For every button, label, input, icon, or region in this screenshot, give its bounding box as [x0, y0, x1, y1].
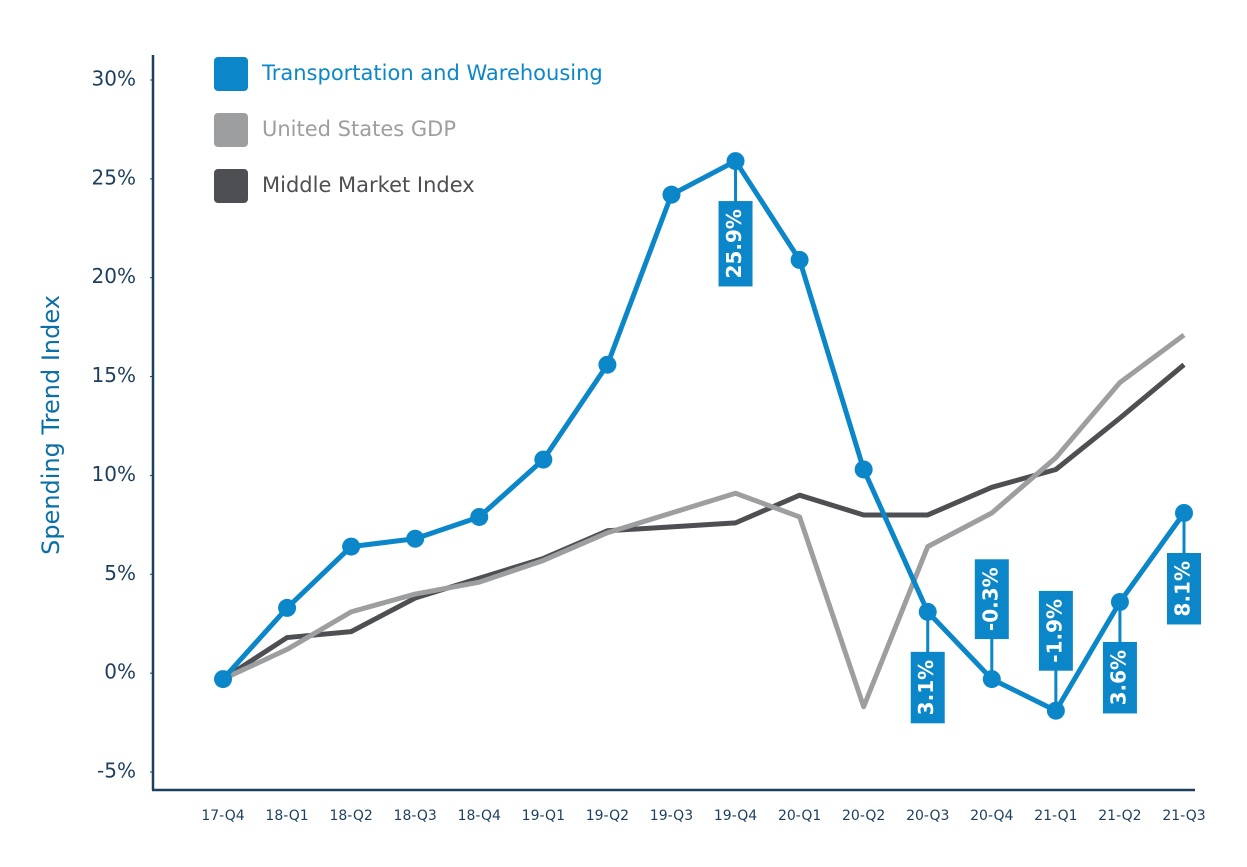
y-tick-label: 10%: [92, 462, 136, 486]
x-tick-label: 20-Q2: [842, 808, 885, 824]
point: [854, 460, 873, 479]
point: [470, 507, 489, 526]
y-tick-label: 5%: [104, 561, 136, 585]
data-label-group: 25.9%: [718, 161, 753, 287]
data-label: 3.6%: [1106, 650, 1130, 705]
data-label-group: 3.1%: [910, 611, 945, 724]
data-label: 25.9%: [722, 209, 746, 278]
data-label-group: -1.9%: [1038, 590, 1073, 711]
point: [534, 450, 553, 469]
x-tick-label: 20-Q4: [970, 808, 1013, 824]
y-tick-label: 20%: [92, 264, 136, 288]
data-label: 8.1%: [1171, 561, 1195, 616]
x-tick-label: 17-Q4: [201, 808, 244, 824]
x-tick-label: 20-Q3: [906, 808, 949, 824]
x-tick-label: 21-Q2: [1098, 808, 1141, 824]
data-label: 3.1%: [914, 660, 938, 715]
x-tick-label: 18-Q1: [265, 808, 308, 824]
point: [342, 537, 361, 556]
y-tick-label: -5%: [97, 759, 136, 783]
point: [662, 185, 681, 204]
data-label-group: 8.1%: [1167, 512, 1201, 625]
point: [278, 598, 297, 617]
legend-label: Transportation and Warehousing: [261, 61, 603, 85]
label-box: [1167, 552, 1201, 625]
x-tick-label: 19-Q3: [650, 808, 693, 824]
label-box: [1038, 590, 1073, 671]
series-line: [221, 333, 1186, 710]
x-tick-label: 19-Q1: [522, 808, 565, 824]
y-axis-label: Spending Trend Index: [37, 295, 65, 555]
x-tick-label: 18-Q3: [394, 808, 437, 824]
point: [406, 529, 425, 548]
series-line: [221, 362, 1186, 682]
y-tick-label: 30%: [92, 67, 136, 91]
label-box: [974, 559, 1009, 640]
y-tick-label: 25%: [92, 165, 136, 189]
data-label: -1.9%: [1042, 599, 1066, 663]
data-label: -0.3%: [978, 567, 1002, 631]
x-tick-label: 21-Q3: [1162, 808, 1205, 824]
label-box: [1102, 641, 1137, 714]
label-box: [718, 201, 753, 287]
x-tick-label: 18-Q4: [458, 808, 501, 824]
y-tick-label: 0%: [104, 660, 136, 684]
x-tick-label: 19-Q2: [586, 808, 629, 824]
x-tick-label: 19-Q4: [714, 808, 757, 824]
y-tick-label: 15%: [92, 363, 136, 387]
point: [790, 250, 809, 269]
legend-swatch: [214, 113, 248, 147]
point: [214, 670, 232, 689]
legend-swatch: [214, 169, 248, 203]
x-tick-label: 20-Q1: [778, 808, 821, 824]
legend-swatch: [214, 57, 248, 91]
label-box: [910, 651, 945, 724]
legend-label: United States GDP: [262, 117, 456, 141]
data-label-group: -0.3%: [974, 559, 1009, 680]
x-tick-label: 21-Q1: [1034, 808, 1077, 824]
legend-label: Middle Market Index: [262, 173, 475, 197]
point: [598, 355, 617, 374]
x-tick-label: 18-Q2: [329, 808, 372, 824]
series-line: [221, 158, 1187, 714]
data-label-group: 3.6%: [1102, 601, 1137, 714]
